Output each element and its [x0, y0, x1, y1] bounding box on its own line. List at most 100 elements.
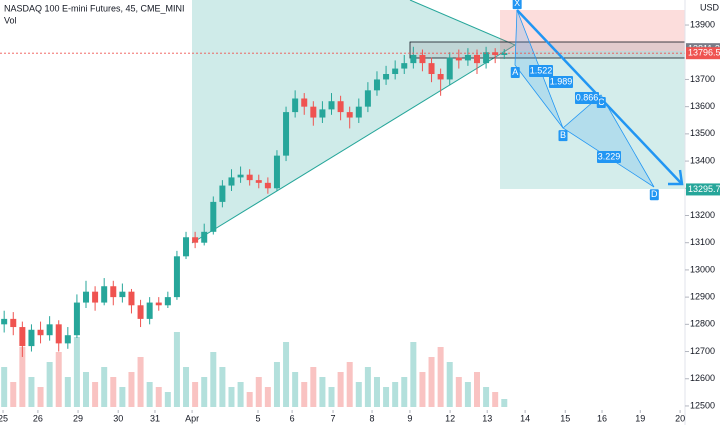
volume-bar — [410, 342, 417, 407]
volume-bar — [501, 399, 508, 407]
x-tick-label: 5 — [256, 413, 261, 423]
candle-body — [401, 63, 408, 69]
y-tick-label: 13000 — [690, 264, 715, 274]
candle-body — [137, 305, 144, 319]
x-tick-label: 20 — [675, 413, 685, 423]
volume-bar — [128, 372, 135, 407]
volume-bar — [264, 387, 271, 407]
y-tick-label: 12700 — [690, 346, 715, 356]
volume-bar — [228, 387, 235, 407]
volume-bar — [201, 377, 208, 407]
volume-bar — [401, 377, 408, 407]
volume-bar — [492, 392, 499, 407]
volume-bar — [392, 382, 399, 407]
x-tick-label: 12 — [445, 413, 455, 423]
pattern-point-box — [596, 96, 606, 108]
y-tick-label: 13400 — [690, 155, 715, 165]
x-tick-label: 9 — [407, 413, 412, 423]
candle-body — [92, 291, 99, 303]
volume-bar — [446, 362, 453, 407]
ratio-label: 3.229 — [598, 151, 621, 161]
volume-bar — [328, 387, 335, 407]
volume-bar — [310, 367, 317, 407]
ratio-box — [549, 76, 573, 88]
candle-body — [73, 302, 80, 336]
pattern-point-box — [558, 130, 568, 142]
x-tick-label: 19 — [635, 413, 645, 423]
candle-body — [10, 318, 17, 328]
volume-bar — [337, 372, 344, 407]
candle-body — [183, 237, 190, 257]
volume-bar — [110, 377, 117, 407]
volume-bar — [146, 382, 153, 407]
volume-bar — [355, 382, 362, 407]
trend-line — [191, 44, 516, 244]
price-label: 13796.50 — [688, 48, 720, 58]
shaded-region — [192, 0, 515, 243]
candle-body — [155, 302, 162, 306]
price-label-box — [686, 183, 720, 196]
pattern-point-label: X — [514, 0, 520, 8]
y-tick-label: 12900 — [690, 291, 715, 301]
candle-body — [146, 302, 153, 319]
candle-body — [428, 63, 435, 75]
candle-body — [464, 54, 471, 61]
volume-bar — [83, 372, 90, 407]
y-tick-label: 12500 — [690, 400, 715, 410]
candle-body — [55, 324, 62, 344]
pattern-point-label: A — [512, 67, 518, 77]
stop-zone — [500, 10, 685, 51]
volume-bar — [283, 342, 290, 407]
candle-body — [373, 79, 380, 91]
volume-bar — [292, 372, 299, 407]
volume-bar — [28, 377, 35, 407]
ratio-box — [529, 65, 553, 77]
candle-body — [83, 291, 90, 303]
candle-body — [110, 286, 117, 298]
candle-body — [483, 52, 490, 64]
x-tick-label: 13 — [482, 413, 492, 423]
x-tick-label: Apr — [185, 413, 199, 423]
volume-bar — [473, 372, 480, 407]
candle-body — [346, 112, 353, 118]
volume-bar — [19, 347, 26, 407]
candle-body — [37, 329, 44, 336]
candle-body — [128, 291, 135, 306]
volume-bar — [237, 382, 244, 407]
pattern-point-box — [512, 0, 522, 10]
candle-body — [455, 57, 462, 61]
volume-bar — [164, 392, 171, 407]
volume-bar — [192, 382, 199, 407]
pattern-point-label: C — [598, 97, 605, 107]
y-tick-label: 13900 — [690, 19, 715, 29]
volume-bar — [92, 382, 99, 407]
candle-body — [492, 52, 499, 55]
candle-body — [264, 182, 271, 189]
volume-bar — [373, 377, 380, 407]
volume-bar — [437, 347, 444, 407]
ratio-label: 1.522 — [530, 65, 553, 75]
candle-body — [410, 54, 417, 64]
x-tick-label: 7 — [331, 413, 336, 423]
volume-bar — [101, 367, 108, 407]
candle-body — [255, 180, 262, 183]
pattern-point-box — [510, 67, 520, 79]
x-tick-label: 26 — [33, 413, 43, 423]
y-tick-label: 13500 — [690, 128, 715, 138]
volume-bar — [273, 362, 280, 407]
candle-body — [1, 318, 8, 325]
candle-body — [383, 74, 390, 80]
arrow-head — [668, 169, 684, 186]
price-label: 13295.75 — [688, 184, 720, 194]
candle-body — [328, 101, 335, 110]
candle-body — [301, 98, 308, 107]
candle-body — [364, 90, 371, 107]
candle-body — [419, 54, 426, 64]
volume-bar — [246, 392, 253, 407]
volume-bar — [173, 332, 180, 407]
price-label-box — [686, 47, 720, 60]
candle-body — [446, 57, 453, 80]
candle-body — [164, 297, 171, 306]
ratio-label: 1.989 — [550, 76, 573, 86]
volume-bar — [319, 377, 326, 407]
